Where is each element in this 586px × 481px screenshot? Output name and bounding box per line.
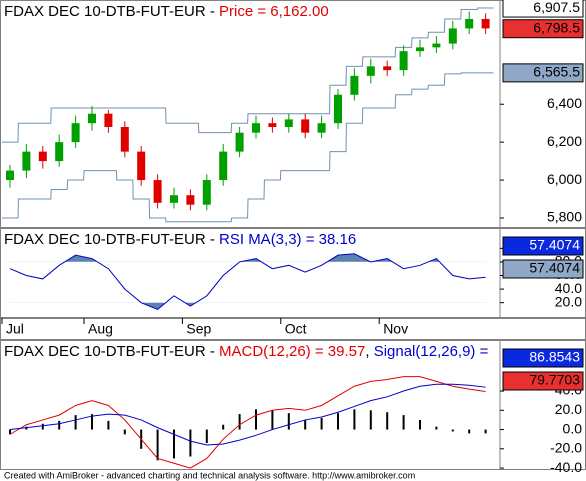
line (9, 383, 486, 446)
candle-body (88, 113, 96, 124)
candle-body (334, 94, 342, 124)
candle-body (416, 47, 424, 52)
band-line (2, 7, 494, 143)
title-part: MACD(12,26) = 39.57 (219, 343, 365, 360)
candle-body (104, 113, 113, 127)
line (9, 253, 486, 311)
title-part: , (365, 343, 373, 360)
price-marker-label: 6,907.5 (533, 0, 580, 15)
candle-body (432, 43, 441, 48)
line (9, 376, 486, 469)
price-marker (502, 63, 584, 83)
candle-body (448, 28, 457, 44)
candle-body (366, 66, 375, 76)
value-marker (502, 348, 584, 368)
footer: Created with AmiBroker - advanced charti… (4, 470, 415, 480)
x-tick-label: Jul (6, 321, 24, 337)
y-tick-label: 6,200 (547, 133, 582, 149)
candle-body (350, 75, 359, 95)
candle-body (137, 151, 146, 181)
candle-body (202, 180, 211, 205)
title-part: FDAX DEC 10-DTB-FUT-EUR - (4, 343, 219, 360)
price-marker (502, 0, 584, 18)
band-line (2, 72, 494, 223)
y-tick-label: -20.0 (550, 440, 582, 456)
candle-body (268, 123, 277, 127)
title-part: Price = 6,162.00 (219, 3, 329, 20)
y-tick-label: 0.0 (563, 420, 583, 436)
price-marker-label: 6,798.5 (533, 19, 580, 35)
candle-body (465, 18, 474, 29)
candle-body (186, 195, 195, 205)
plot (2, 7, 494, 223)
y-tick-label: 20.0 (555, 293, 582, 309)
value-marker (502, 259, 584, 279)
candle-body (481, 18, 490, 29)
candle-body (252, 123, 260, 133)
candle-body (235, 132, 244, 152)
value-marker-label: 57.4074 (529, 260, 580, 276)
value-marker (502, 236, 584, 256)
candle-body (317, 123, 326, 133)
candle-body (284, 119, 293, 127)
candle-body (219, 151, 228, 181)
y-tick-label: 40.0 (555, 280, 582, 296)
candle-body (22, 151, 31, 171)
pane-title: FDAX DEC 10-DTB-FUT-EUR - MACD(12,26) = … (4, 343, 489, 360)
y-tick-label: 6,000 (547, 171, 582, 187)
pane-title: FDAX DEC 10-DTB-FUT-EUR - RSI MA(3,3) = … (4, 231, 356, 248)
candle-body (383, 66, 392, 71)
candle-body (6, 170, 14, 181)
plot (9, 376, 487, 469)
candle-body (153, 180, 162, 203)
value-marker-label: 79.7703 (529, 372, 580, 388)
y-tick-label: 20.0 (555, 401, 582, 417)
title-part: Signal(12,26,9) = (374, 343, 489, 360)
pane-title: FDAX DEC 10-DTB-FUT-EUR - Price = 6,162.… (4, 3, 329, 20)
x-tick-label: Oct (285, 321, 307, 337)
price-marker (502, 19, 584, 39)
x-tick-label: Aug (88, 321, 113, 337)
candle-body (120, 126, 129, 152)
title-part: FDAX DEC 10-DTB-FUT-EUR - (4, 3, 219, 20)
x-tick-label: Nov (383, 321, 408, 337)
value-marker-label: 57.4074 (529, 237, 580, 253)
x-tick-label: Sep (186, 321, 211, 337)
y-tick-label: -40.0 (550, 459, 582, 475)
candle-body (71, 123, 80, 143)
title-part: RSI MA(3,3) = 38.16 (219, 231, 356, 248)
title-part: FDAX DEC 10-DTB-FUT-EUR - (4, 231, 219, 248)
candle-body (399, 51, 408, 71)
y-tick-label: 5,800 (547, 209, 582, 225)
candle-body (170, 195, 178, 203)
price-marker-label: 6,565.5 (533, 64, 580, 80)
value-marker (502, 371, 584, 391)
candle-body (55, 142, 64, 162)
plot (9, 253, 486, 311)
candle-body (301, 119, 310, 133)
y-tick-label: 6,400 (547, 95, 582, 111)
value-marker-label: 86.8543 (529, 349, 580, 365)
candle-body (38, 151, 47, 162)
